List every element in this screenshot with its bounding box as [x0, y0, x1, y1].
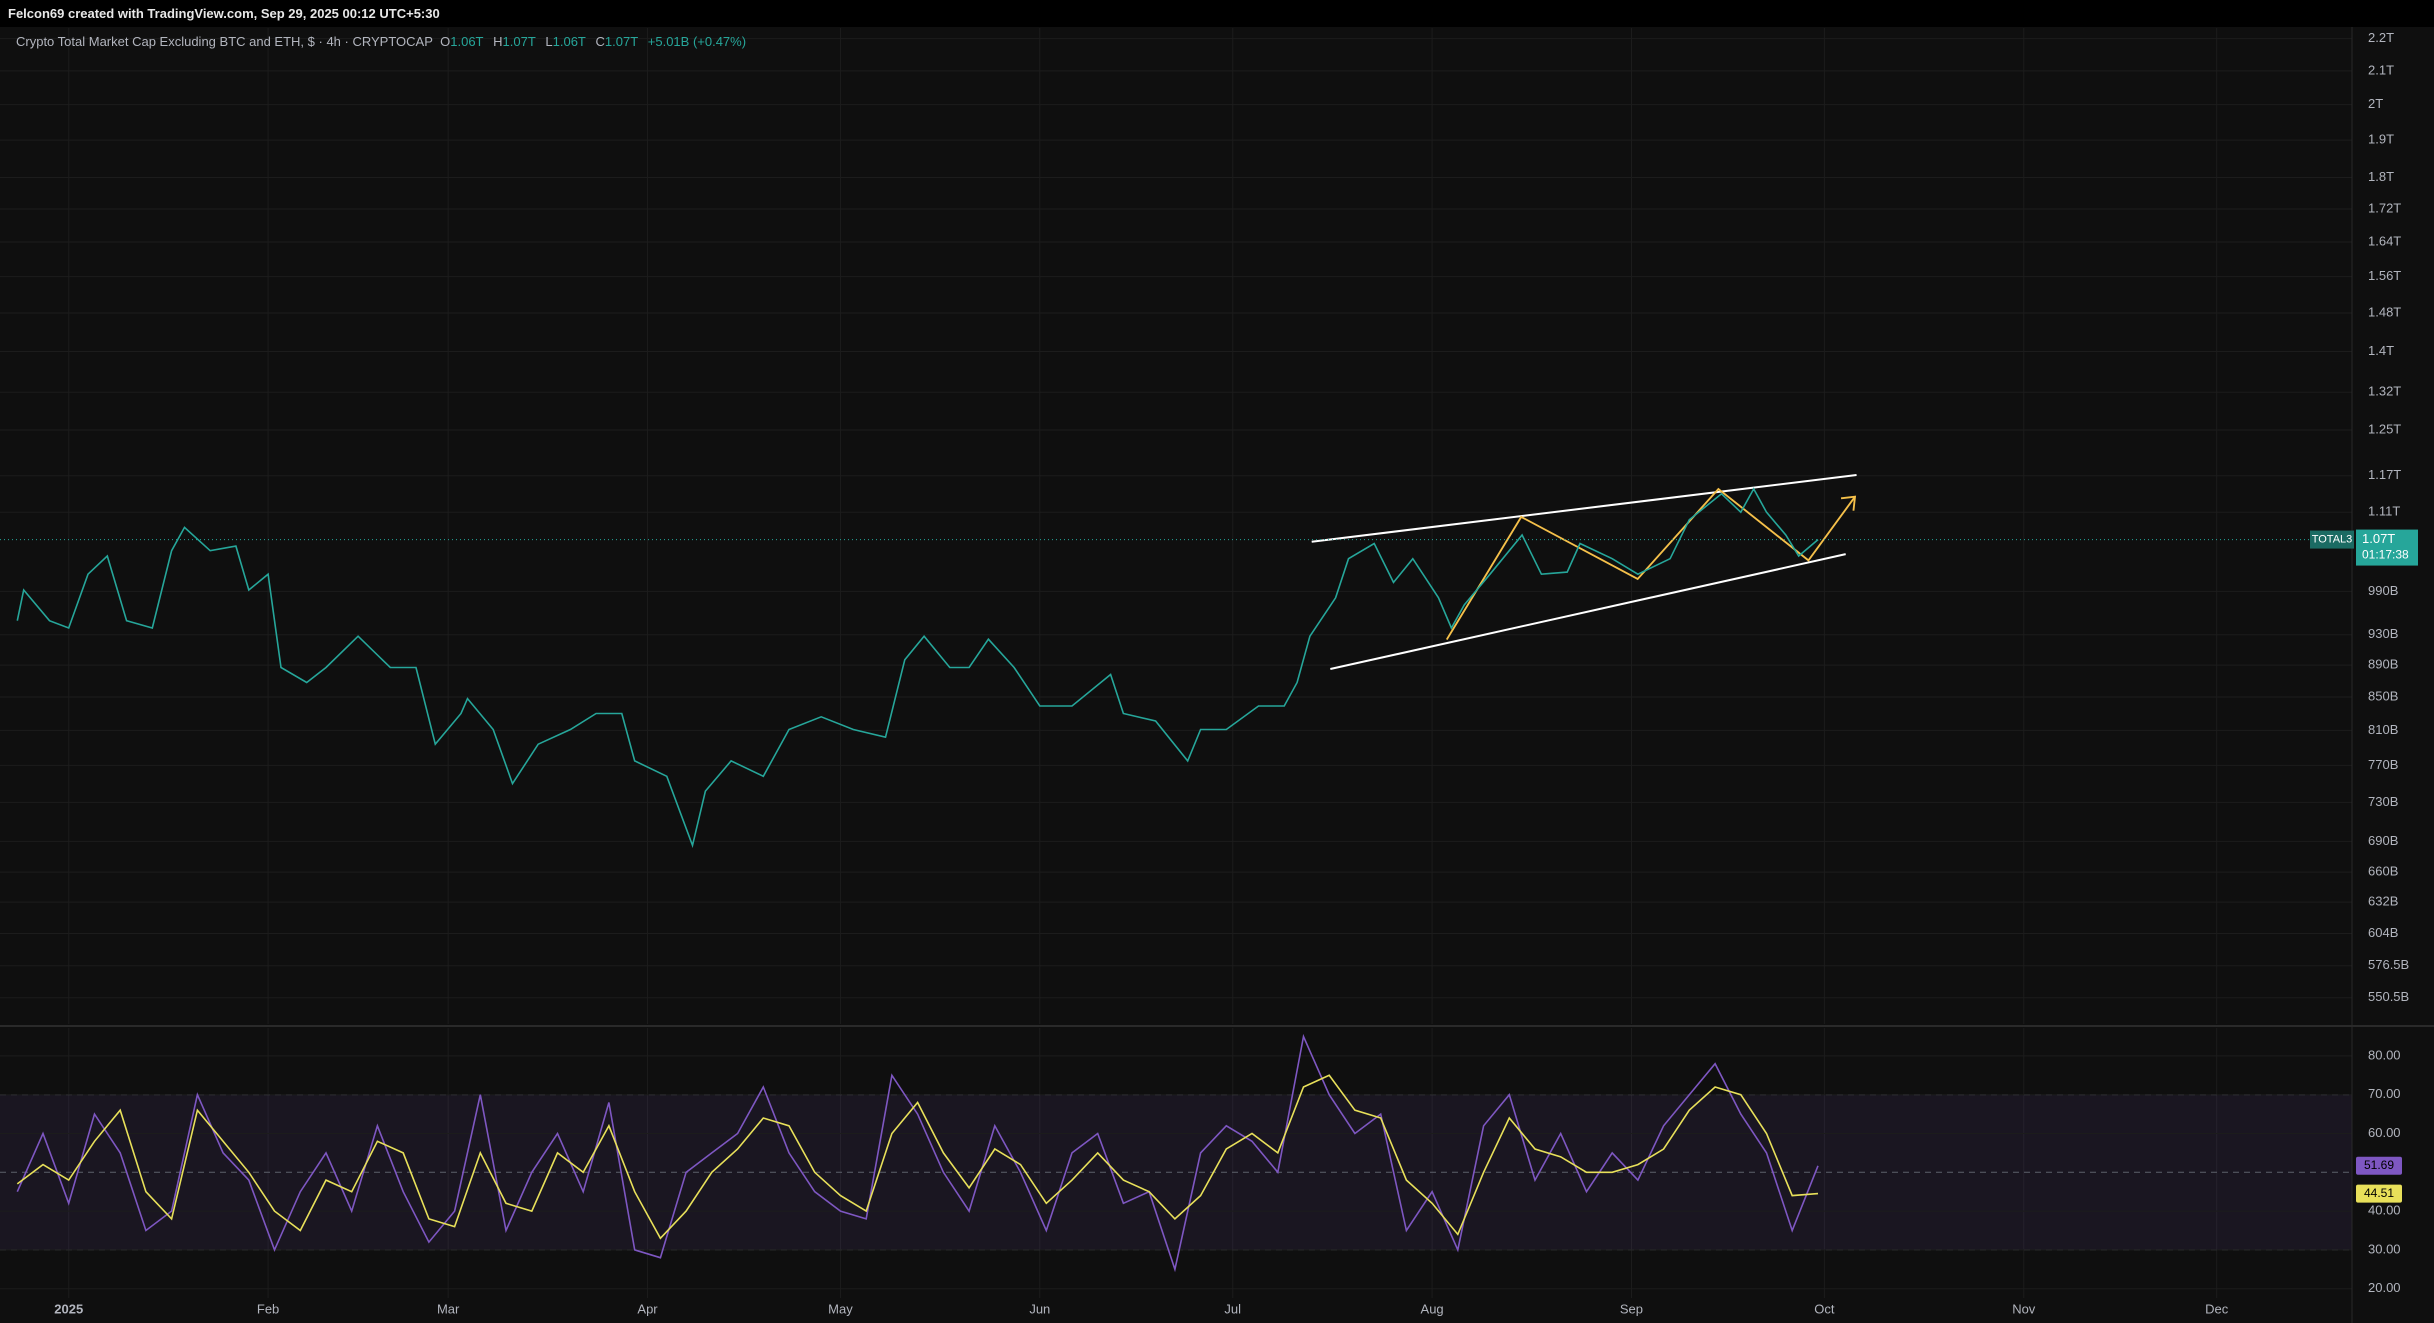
x-tick-label: Jun — [1029, 1301, 1050, 1316]
x-tick-label: Apr — [637, 1301, 658, 1316]
value-tag — [2356, 1184, 2402, 1203]
background — [0, 27, 2434, 1323]
y-tick-label: 1.32T — [2368, 384, 2401, 399]
label: C — [595, 34, 605, 49]
y-tick-label: 1.56T — [2368, 268, 2401, 283]
y-tick-label: 604B — [2368, 925, 2398, 940]
x-tick-label: Sep — [1620, 1301, 1643, 1316]
top-bar — [0, 0, 2434, 27]
x-tick-label: Nov — [2012, 1301, 2036, 1316]
symbol-tag-label: TOTAL3 — [2312, 533, 2353, 545]
x-tick-label: Mar — [437, 1301, 460, 1316]
y-tick-label: 810B — [2368, 722, 2398, 737]
y-tick-label: 990B — [2368, 583, 2398, 598]
x-tick-label: Aug — [1421, 1301, 1444, 1316]
y-tick-label: 20.00 — [2368, 1280, 2401, 1295]
value-tag-label: 51.69 — [2364, 1158, 2394, 1172]
channel-top — [1311, 474, 1857, 543]
grid-layer — [0, 28, 2352, 1298]
y-tick-label: 550.5B — [2368, 989, 2409, 1004]
y-tick-label: 1.64T — [2368, 233, 2401, 248]
price-tag-label: 1.07T — [2362, 531, 2395, 546]
arrow-head — [1840, 495, 1857, 511]
y-tick-label: 1.72T — [2368, 200, 2401, 215]
price-tag — [2356, 529, 2418, 566]
zigzag — [1445, 487, 1856, 641]
y-tick-label: 30.00 — [2368, 1241, 2401, 1256]
y-tick-label: 632B — [2368, 894, 2398, 909]
y-tick-label: 660B — [2368, 864, 2398, 879]
y-tick-label: 1.48T — [2368, 304, 2401, 319]
x-tick-label: Feb — [257, 1301, 279, 1316]
y-tick-label: 890B — [2368, 657, 2398, 672]
channel-bottom — [1330, 553, 1846, 671]
series-line — [16, 487, 1819, 849]
value: 1.07T — [502, 34, 536, 49]
y-tick-label: 1.8T — [2368, 169, 2394, 184]
value-tag-label: 44.51 — [2364, 1186, 2394, 1200]
y-tick-label: 70.00 — [2368, 1086, 2401, 1101]
y-tick-label: 690B — [2368, 833, 2398, 848]
y-tick-label: 576.5B — [2368, 957, 2409, 972]
y-tick-label: 1.17T — [2368, 467, 2401, 482]
y-tick-label: 850B — [2368, 688, 2398, 703]
credit: Felcon69 created with TradingView.com, S… — [8, 6, 440, 21]
series-line — [16, 1033, 1819, 1273]
change: +5.01B (+0.47%) — [647, 34, 747, 49]
value: 1.06T — [450, 34, 484, 49]
y-tick-label: 770B — [2368, 757, 2398, 772]
y-tick-label: 2T — [2368, 96, 2383, 111]
y-tick-label: 1.25T — [2368, 421, 2401, 436]
series-line — [16, 1074, 1819, 1240]
label: L — [545, 34, 553, 49]
symbol-tag — [2310, 530, 2354, 549]
x-tick-label: Oct — [1814, 1301, 1835, 1316]
y-tick-label: 40.00 — [2368, 1203, 2401, 1218]
y-tick-label: 1.11T — [2368, 504, 2400, 519]
x-tick-label: Dec — [2205, 1301, 2229, 1316]
y-tick-label: 2.2T — [2368, 30, 2394, 45]
value-tag — [2356, 1156, 2402, 1175]
value: 1.06T — [552, 34, 586, 49]
drawings — [1311, 474, 1857, 671]
label: O — [440, 34, 451, 49]
symbol: Crypto Total Market Cap Excluding BTC an… — [16, 34, 433, 49]
countdown: 01:17:38 — [2362, 548, 2409, 562]
y-tick-label: 930B — [2368, 626, 2398, 641]
y-tick-label: 1.4T — [2368, 343, 2394, 358]
y-tick-label: 730B — [2368, 794, 2398, 809]
x-tick-label: May — [828, 1301, 853, 1316]
y-tick-label: 2.1T — [2368, 62, 2394, 77]
x-tick-label: 2025 — [54, 1301, 83, 1316]
value: 1.07T — [604, 34, 639, 49]
x-tick-label: Jul — [1224, 1301, 1241, 1316]
y-tick-label: 80.00 — [2368, 1047, 2401, 1062]
label: H — [493, 34, 503, 49]
legend: Crypto Total Market Cap Excluding BTC an… — [16, 34, 752, 49]
y-tick-label: 60.00 — [2368, 1125, 2401, 1140]
y-tick-label: 1.9T — [2368, 132, 2394, 147]
